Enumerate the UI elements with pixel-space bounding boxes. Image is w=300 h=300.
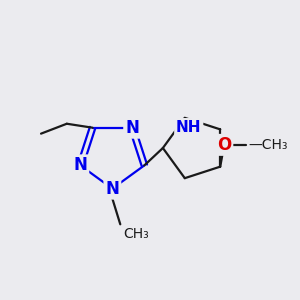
Text: O: O <box>217 136 231 154</box>
Text: NH: NH <box>176 120 202 135</box>
Text: N: N <box>125 119 139 137</box>
Text: CH₃: CH₃ <box>123 227 149 241</box>
Text: N: N <box>74 156 87 174</box>
Text: —CH₃: —CH₃ <box>248 138 287 152</box>
Text: N: N <box>105 180 119 198</box>
